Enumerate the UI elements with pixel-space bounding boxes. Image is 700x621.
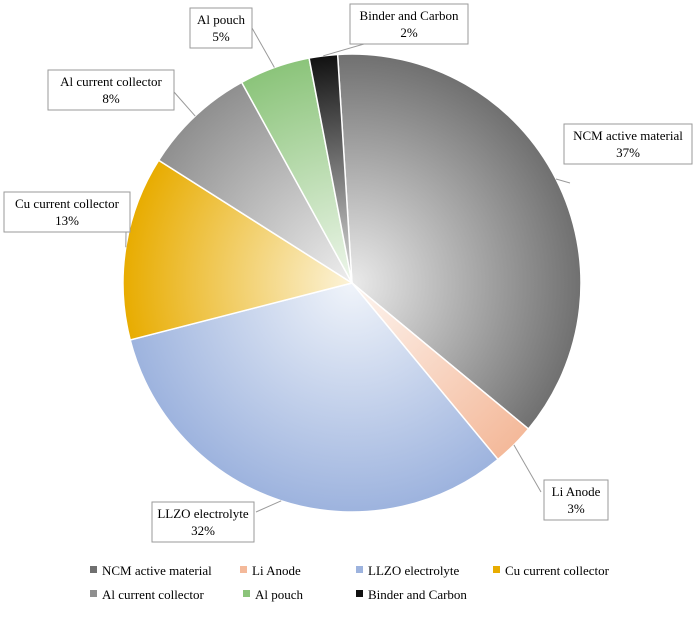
legend-swatch: [356, 566, 363, 573]
data-label-value: 8%: [102, 91, 120, 106]
data-label-name: Al current collector: [60, 74, 162, 89]
legend-item-binder-and-carbon: Binder and Carbon: [356, 587, 467, 602]
data-label-al-pouch: Al pouch 5%: [190, 8, 252, 48]
data-label-name: Li Anode: [552, 484, 601, 499]
data-label-value: 3%: [567, 501, 585, 516]
legend-swatch: [243, 590, 250, 597]
legend-swatch: [90, 566, 97, 573]
data-label-value: 32%: [191, 523, 215, 538]
data-label-cu-current-collector: Cu current collector 13%: [4, 192, 130, 232]
legend-swatch: [90, 590, 97, 597]
data-label-name: Al pouch: [197, 12, 246, 27]
legend-swatch: [356, 590, 363, 597]
legend-label: Cu current collector: [505, 563, 610, 578]
data-label-value: 37%: [616, 145, 640, 160]
data-label-al-current-collector: Al current collector 8%: [48, 70, 174, 110]
legend-label: LLZO electrolyte: [368, 563, 460, 578]
legend-swatch: [493, 566, 500, 573]
data-label-ncm-active-material: NCM active material 37%: [564, 124, 692, 164]
leader-line-al-current-collector: [174, 92, 195, 116]
legend-item-al-current-collector: Al current collector: [90, 587, 204, 602]
legend-label: Li Anode: [252, 563, 301, 578]
legend-item-ncm-active-material: NCM active material: [90, 563, 212, 578]
legend-swatch: [240, 566, 247, 573]
legend-item-cu-current-collector: Cu current collector: [493, 563, 610, 578]
legend-label: Al current collector: [102, 587, 204, 602]
legend: NCM active material Li Anode LLZO electrol…: [90, 563, 610, 602]
data-label-name: NCM active material: [573, 128, 683, 143]
data-label-name: LLZO electrolyte: [157, 506, 249, 521]
data-label-name: Cu current collector: [15, 196, 120, 211]
leader-line-llzo-electrolyte: [256, 501, 281, 512]
data-label-binder-and-carbon: Binder and Carbon 2%: [350, 4, 468, 44]
legend-label: Al pouch: [255, 587, 304, 602]
leader-line-li-anode: [514, 445, 541, 492]
legend-item-llzo-electrolyte: LLZO electrolyte: [356, 563, 460, 578]
data-label-value: 2%: [400, 25, 418, 40]
legend-item-al-pouch: Al pouch: [243, 587, 304, 602]
data-label-value: 5%: [212, 29, 230, 44]
legend-item-li-anode: Li Anode: [240, 563, 301, 578]
data-label-li-anode: Li Anode 3%: [544, 480, 608, 520]
legend-label: NCM active material: [102, 563, 212, 578]
leader-line-al-pouch: [252, 28, 274, 68]
data-label-llzo-electrolyte: LLZO electrolyte 32%: [152, 502, 254, 542]
legend-label: Binder and Carbon: [368, 587, 467, 602]
data-label-name: Binder and Carbon: [360, 8, 459, 23]
data-label-value: 13%: [55, 213, 79, 228]
slices-layer: [123, 54, 581, 512]
